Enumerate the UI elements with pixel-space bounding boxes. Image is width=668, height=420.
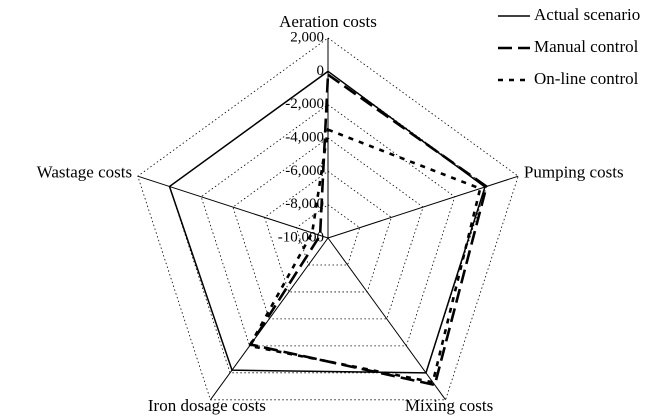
r-tick-label: -10,000 [278,229,324,245]
r-tick-label: -4,000 [285,129,324,145]
legend-label: Actual scenario [534,5,640,24]
series-line [247,127,482,384]
axis-label: Aeration costs [279,12,377,31]
axis-label: Mixing costs [405,396,493,415]
axis-line [210,237,329,401]
grid-line [264,170,392,293]
r-tick-label: -2,000 [285,96,324,112]
legend-label: Manual control [534,37,639,56]
axis-label: Iron dosage costs [148,396,266,415]
series-line [168,70,486,374]
grid-line [295,204,361,266]
axis-line [327,175,519,239]
axis-label: Wastage costs [37,162,132,181]
grid-line [200,104,456,347]
r-tick-label: 0 [317,63,325,79]
axis-label: Pumping costs [524,162,624,181]
r-tick-label: -8,000 [285,196,324,212]
r-tick-label: 2,000 [290,29,324,45]
legend-label: On-line control [534,69,639,88]
r-tick-label: -6,000 [285,163,324,179]
